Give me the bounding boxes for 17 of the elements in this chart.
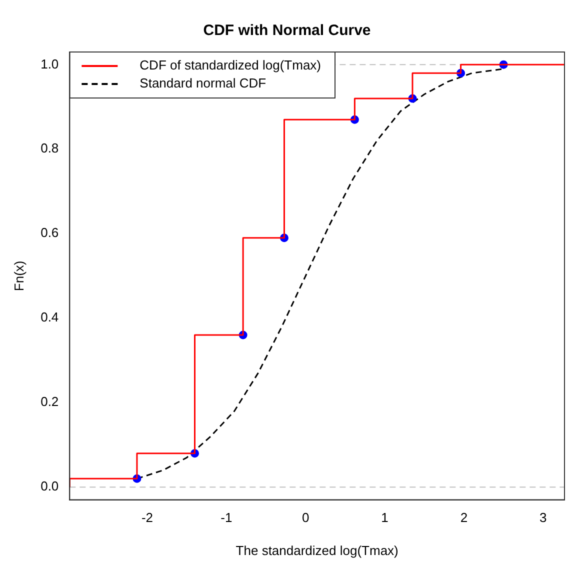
- legend-label: CDF of standardized log(Tmax): [140, 58, 322, 73]
- x-tick-label: 3: [540, 510, 547, 526]
- y-tick-label: 0.8: [40, 140, 59, 156]
- y-tick-label: 0.4: [40, 310, 59, 325]
- y-tick-label: 1.0: [40, 56, 59, 72]
- x-axis-title: The standardized log(Tmax): [236, 542, 398, 558]
- legend-label: Standard normal CDF: [140, 76, 266, 91]
- x-tick-label: -2: [141, 510, 154, 526]
- x-tick-label: 2: [460, 510, 468, 526]
- x-tick-label: -1: [220, 510, 232, 526]
- y-tick-label: 0.0: [40, 478, 59, 494]
- x-tick-label: 0: [302, 510, 310, 526]
- y-tick-label: 0.2: [40, 394, 59, 410]
- y-tick-label: 0.6: [40, 225, 59, 240]
- chart-title: CDF with Normal Curve: [203, 22, 371, 40]
- x-tick-label: 1: [381, 510, 388, 526]
- y-axis-title: Fn(x): [11, 260, 26, 292]
